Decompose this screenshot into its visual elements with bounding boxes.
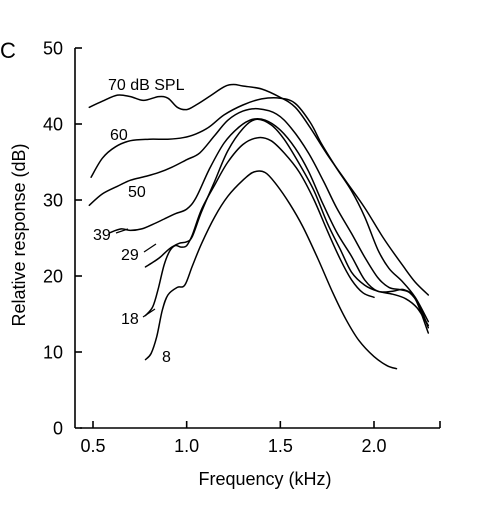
series-curve: [109, 117, 430, 334]
x-ticks: 0.5 1.0 1.5 2.0: [80, 421, 441, 456]
series-label-leader: [115, 228, 129, 234]
curves: [88, 83, 430, 370]
series-label: 50: [128, 184, 146, 201]
x-tick-label: 2.0: [361, 436, 386, 456]
y-tick-label: 0: [53, 419, 63, 439]
series-label: 8: [162, 349, 171, 366]
series-curve: [144, 136, 375, 317]
y-tick-label: 30: [43, 191, 63, 211]
y-axis-title: Relative response (dB): [9, 143, 29, 326]
x-tick-label: 1.0: [174, 436, 199, 456]
series-curve: [88, 83, 430, 296]
series-label: 70 dB SPL: [108, 77, 185, 94]
x-tick-label: 0.5: [80, 436, 105, 456]
series-label: 39: [93, 227, 111, 244]
series-curve: [144, 170, 398, 370]
series-label-leader: [142, 308, 156, 318]
y-tick-label: 20: [43, 267, 63, 287]
series-label: 29: [121, 247, 139, 264]
y-tick-label: 10: [43, 343, 63, 363]
series-label-leader: [143, 243, 157, 253]
series-curve: [90, 97, 430, 323]
axes: [74, 48, 440, 429]
x-axis-title: Frequency (kHz): [198, 469, 331, 489]
series-label: 60: [110, 127, 128, 144]
y-tick-label: 50: [43, 39, 63, 59]
series-curve: [88, 107, 430, 329]
series-labels: 70 dB SPL 60 50 39 29 18 8: [93, 77, 185, 366]
y-ticks: 0 10 20 30 40 50: [43, 39, 82, 439]
series-curve: [144, 118, 430, 327]
series-label: 18: [121, 311, 139, 328]
panel-label: C: [0, 38, 16, 63]
x-tick-label: 1.5: [268, 436, 293, 456]
y-tick-label: 40: [43, 115, 63, 135]
